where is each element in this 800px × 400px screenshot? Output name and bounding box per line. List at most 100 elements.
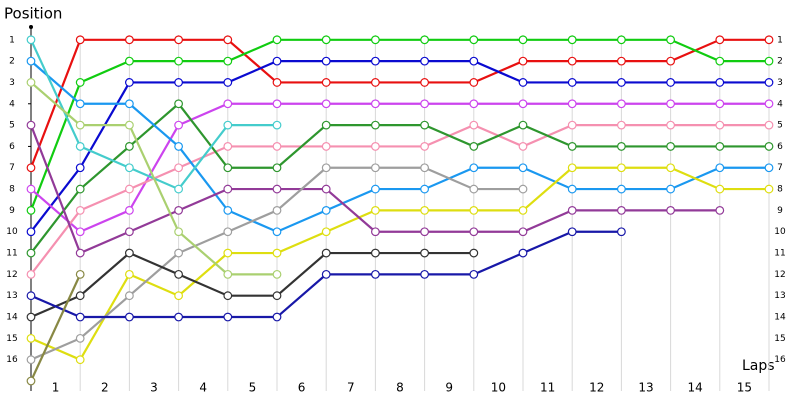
y-tick-label: 8 bbox=[9, 185, 15, 195]
point bbox=[223, 142, 233, 151]
point bbox=[666, 35, 675, 45]
point bbox=[518, 35, 528, 45]
x-tick-label: 12 bbox=[589, 381, 604, 395]
series-line bbox=[29, 38, 769, 169]
point bbox=[124, 35, 134, 45]
series-line bbox=[30, 102, 769, 234]
point bbox=[469, 184, 479, 194]
point bbox=[420, 248, 430, 258]
point bbox=[420, 78, 430, 87]
point bbox=[223, 291, 233, 301]
point bbox=[26, 56, 36, 66]
point bbox=[75, 99, 85, 109]
point bbox=[26, 227, 36, 237]
point bbox=[764, 184, 774, 194]
x-tick-label: 8 bbox=[396, 381, 404, 395]
point bbox=[124, 99, 134, 109]
point bbox=[75, 312, 85, 322]
point bbox=[26, 78, 36, 87]
point bbox=[124, 120, 134, 130]
point bbox=[617, 99, 626, 109]
point bbox=[26, 35, 36, 45]
point bbox=[321, 56, 331, 66]
point bbox=[666, 163, 675, 173]
point bbox=[420, 269, 430, 279]
point bbox=[174, 269, 184, 279]
point bbox=[617, 78, 626, 87]
point bbox=[75, 184, 85, 194]
x-tick-label: 4 bbox=[199, 381, 207, 395]
point bbox=[469, 205, 479, 215]
y-tick-label-right: 12 bbox=[774, 270, 785, 280]
point bbox=[272, 227, 282, 237]
point bbox=[75, 248, 85, 258]
y-tick-label: 11 bbox=[6, 249, 17, 259]
point bbox=[518, 78, 528, 87]
point bbox=[75, 291, 85, 301]
point bbox=[666, 56, 675, 66]
point bbox=[567, 99, 577, 109]
point bbox=[371, 269, 380, 279]
point bbox=[371, 205, 380, 215]
point bbox=[75, 142, 85, 151]
point bbox=[666, 142, 675, 151]
y-tick-label-right: 7 bbox=[777, 163, 783, 173]
point bbox=[371, 248, 380, 258]
point bbox=[223, 227, 233, 237]
point bbox=[469, 56, 479, 66]
point bbox=[26, 184, 36, 194]
point bbox=[469, 99, 479, 109]
point bbox=[272, 205, 282, 215]
point bbox=[223, 35, 233, 45]
point bbox=[26, 269, 36, 279]
series-line bbox=[30, 166, 769, 362]
y-tick-label: 6 bbox=[9, 142, 15, 152]
point bbox=[75, 35, 85, 45]
point bbox=[174, 163, 184, 173]
point bbox=[764, 78, 774, 87]
point bbox=[321, 99, 331, 109]
point bbox=[715, 99, 725, 109]
point bbox=[272, 56, 282, 66]
point bbox=[272, 291, 282, 301]
point bbox=[617, 205, 626, 215]
y-tick-label-right: 2 bbox=[777, 57, 783, 67]
point bbox=[666, 184, 675, 194]
point bbox=[617, 184, 626, 194]
point bbox=[223, 78, 233, 87]
point bbox=[124, 248, 134, 258]
point bbox=[371, 35, 380, 45]
point bbox=[75, 163, 85, 173]
point bbox=[469, 142, 479, 151]
point bbox=[469, 227, 479, 237]
point bbox=[124, 78, 134, 87]
point bbox=[272, 99, 282, 109]
point bbox=[272, 78, 282, 87]
y-axis-label: Position bbox=[4, 5, 62, 23]
point bbox=[321, 227, 331, 237]
point bbox=[567, 142, 577, 151]
y-tick-label: 15 bbox=[6, 334, 17, 344]
y-tick-label: 16 bbox=[6, 355, 18, 365]
point bbox=[174, 99, 184, 109]
y-tick-label-right: 3 bbox=[777, 78, 783, 88]
point bbox=[75, 120, 85, 130]
point bbox=[715, 184, 725, 194]
point bbox=[272, 184, 282, 194]
point bbox=[371, 56, 380, 66]
point bbox=[567, 205, 577, 215]
point bbox=[272, 312, 282, 322]
point bbox=[420, 120, 430, 130]
y-tick-label-right: 13 bbox=[774, 291, 785, 301]
y-tick-label-right: 11 bbox=[774, 249, 785, 259]
y-tick-label-right: 16 bbox=[774, 355, 786, 365]
point bbox=[617, 120, 626, 130]
point bbox=[617, 35, 626, 45]
point bbox=[764, 163, 774, 173]
point bbox=[223, 205, 233, 215]
y-tick-label: 9 bbox=[9, 206, 15, 216]
point bbox=[518, 120, 528, 130]
point bbox=[420, 35, 430, 45]
point bbox=[567, 120, 577, 130]
point bbox=[518, 99, 528, 109]
